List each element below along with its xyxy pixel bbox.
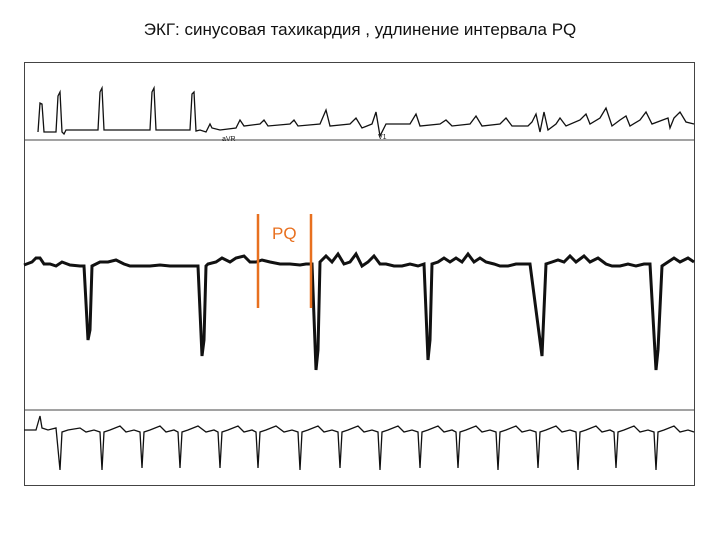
slide-title: ЭКГ: синусовая тахикардия , удлинение ин…: [143, 20, 577, 39]
ecg-frame: [24, 62, 695, 486]
lead-label-v1: V1: [378, 134, 387, 141]
ecg-trace-middle: [23, 251, 695, 371]
ecg-trace-bottom: [24, 415, 695, 471]
pq-interval-label: PQ: [272, 224, 297, 243]
lead-label-avr: aVR: [222, 136, 236, 143]
ecg-trace-top: [37, 85, 695, 139]
